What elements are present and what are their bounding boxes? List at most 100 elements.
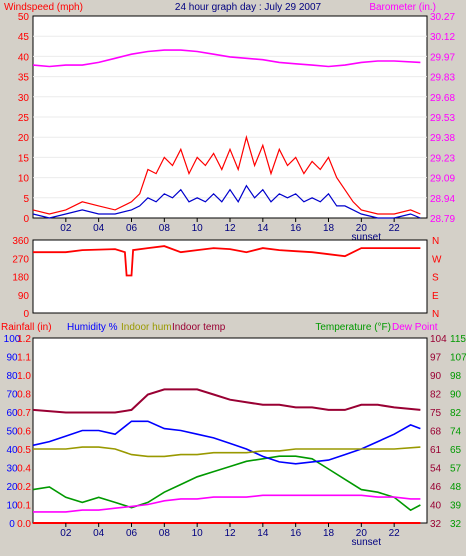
- rainfall-axis-title: Rainfall (in): [1, 322, 52, 333]
- windspeed-axis-tick-3: 15: [18, 153, 30, 164]
- temperature-axis-b-tick-10: 115: [450, 334, 466, 345]
- humidity-axis-tick-4: 40: [6, 445, 18, 456]
- temperature-axis-b-tick-7: 90: [450, 390, 462, 401]
- temperature-axis-a-tick-9: 97: [430, 353, 442, 364]
- direction-degree-axis-tick-2: 180: [12, 273, 29, 284]
- temperature-axis-a-tick-0: 32: [430, 519, 442, 530]
- barometer-axis-tick-3: 29.23: [430, 153, 455, 164]
- wind-x-tick-label-10: 10: [192, 223, 204, 234]
- temperature-axis-b-tick-2: 48: [450, 482, 462, 493]
- direction-degree-axis-tick-4: 360: [12, 236, 29, 247]
- rainfall-axis-tick-3: 0.4: [17, 464, 31, 475]
- temperature-axis-a-tick-4: 61: [430, 445, 442, 456]
- wind-x-tick-label-16: 16: [290, 223, 302, 234]
- windspeed-axis-title: Windspeed (mph): [4, 2, 83, 13]
- humidity-axis-tick-7: 70: [6, 390, 18, 401]
- chart-title: 24 hour graph day : July 29 2007: [175, 2, 322, 13]
- humidity-axis-tick-3: 30: [6, 464, 18, 475]
- barometer-axis-tick-10: 30.27: [430, 12, 455, 23]
- barometer-axis-tick-7: 29.83: [430, 73, 455, 84]
- barometer-axis-tick-4: 29.38: [430, 133, 455, 144]
- chart-panels: 0 5 10 15 20 25 30 35 40 45 50 28.79 28.94 29.09 29.23…: [4, 12, 466, 548]
- temperature-axis-a-tick-10: 104: [430, 334, 447, 345]
- rainfall-axis-tick-2: 0.2: [17, 482, 31, 493]
- wind-x-tick-label-18: 18: [323, 223, 335, 234]
- humidity-axis-tick-9: 90: [6, 353, 18, 364]
- humidity-axis-tick-8: 80: [6, 371, 18, 382]
- windspeed-axis-tick-0: 0: [23, 214, 29, 225]
- windspeed-axis-tick-7: 35: [18, 73, 30, 84]
- rainfall-axis-tick-0: 0.0: [17, 519, 31, 530]
- barometer-line: [32, 49, 421, 68]
- humidity-axis-tick-10: 100: [4, 334, 21, 345]
- temperature-axis-a-tick-8: 90: [430, 371, 442, 382]
- wind-sunset-label: sunset: [352, 232, 382, 243]
- temperature-axis-a-tick-7: 82: [430, 390, 442, 401]
- windspeed-axis-tick-6: 30: [18, 93, 30, 104]
- temperature-axis-b-tick-1: 39: [450, 501, 462, 512]
- rainfall-axis-tick-9: 1.1: [17, 353, 31, 364]
- barometer-axis-tick-8: 29.97: [430, 52, 455, 63]
- wind-gust-line: [32, 134, 421, 215]
- rainfall-axis-tick-8: 1.0: [17, 371, 31, 382]
- barometer-axis-tick-9: 30.12: [430, 32, 455, 43]
- dewpoint-axis-title: Dew Point: [392, 322, 438, 333]
- windspeed-axis-tick-4: 20: [18, 133, 30, 144]
- indoor-temp-line: [32, 388, 421, 414]
- wind-direction-line: [33, 245, 421, 277]
- windspeed-axis-tick-2: 10: [18, 174, 30, 185]
- wind-x-tick-label-02: 02: [60, 223, 72, 234]
- rainfall-axis-tick-1: 0.1: [17, 501, 31, 512]
- wind-x-tick-label-20: 20: [356, 223, 368, 234]
- humidity-axis-tick-2: 20: [6, 482, 18, 493]
- rainfall-axis-tick-7: 0.8: [17, 390, 31, 401]
- climate-x-tick-label-16: 16: [290, 528, 302, 539]
- barometer-axis-tick-0: 28.79: [430, 214, 455, 225]
- climate-x-tick-label-14: 14: [257, 528, 269, 539]
- climate-x-tick-label-18: 18: [323, 528, 335, 539]
- wind-x-tick-label-04: 04: [93, 223, 105, 234]
- temperature-line: [32, 455, 421, 512]
- climate-x-tick-label-08: 08: [159, 528, 171, 539]
- humidity-axis-tick-5: 50: [6, 427, 18, 438]
- humidity-axis-tick-6: 60: [6, 408, 18, 419]
- barometer-axis-tick-1: 28.94: [430, 194, 455, 205]
- rainfall-axis-tick-6: 0.7: [17, 408, 31, 419]
- windspeed-axis-tick-5: 25: [18, 113, 30, 124]
- wind-x-tick-label-22: 22: [389, 223, 401, 234]
- climate-x-tick-label-02: 02: [60, 528, 72, 539]
- climate-x-tick-label-12: 12: [224, 528, 236, 539]
- windspeed-axis-tick-9: 45: [18, 32, 30, 43]
- temperature-axis-b-tick-9: 107: [450, 353, 466, 364]
- temperature-axis-b-tick-3: 57: [450, 464, 462, 475]
- humidity-axis-tick-1: 10: [6, 501, 18, 512]
- wind-x-tick-label-08: 08: [159, 223, 171, 234]
- windspeed-axis-tick-10: 50: [18, 12, 30, 23]
- wind-x-tick-label-12: 12: [224, 223, 236, 234]
- temperature-axis-a-tick-5: 68: [430, 427, 442, 438]
- temperature-axis-a-tick-2: 46: [430, 482, 442, 493]
- climate-x-tick-label-22: 22: [389, 528, 401, 539]
- climate-x-tick-label-10: 10: [192, 528, 204, 539]
- direction-degree-axis-tick-1: 90: [18, 291, 30, 302]
- climate-x-tick-label-06: 06: [126, 528, 138, 539]
- dewpoint-line: [33, 494, 421, 513]
- direction-compass-axis-tick-0: N: [432, 309, 439, 320]
- barometer-axis-tick-6: 29.68: [430, 93, 455, 104]
- temperature-axis-a-tick-1: 40: [430, 501, 442, 512]
- temperature-axis-title: Temperature (°F): [315, 322, 391, 333]
- barometer-axis-tick-5: 29.53: [430, 113, 455, 124]
- direction-compass-axis-tick-1: E: [432, 291, 439, 302]
- temperature-axis-a-tick-3: 54: [430, 464, 442, 475]
- humidity-axis-title: Humidity %: [67, 322, 118, 333]
- temperature-axis-b-tick-8: 98: [450, 371, 462, 382]
- wind-x-tick-label-06: 06: [126, 223, 138, 234]
- climate-x-tick-label-04: 04: [93, 528, 105, 539]
- temperature-axis-a-tick-6: 75: [430, 408, 442, 419]
- rainfall-axis-tick-5: 0.6: [17, 427, 31, 438]
- wind-avg-line: [32, 184, 421, 219]
- temperature-axis-b-tick-4: 65: [450, 445, 462, 456]
- climate-sunset-label: sunset: [352, 537, 382, 548]
- rainfall-axis-tick-4: 0.5: [17, 445, 31, 456]
